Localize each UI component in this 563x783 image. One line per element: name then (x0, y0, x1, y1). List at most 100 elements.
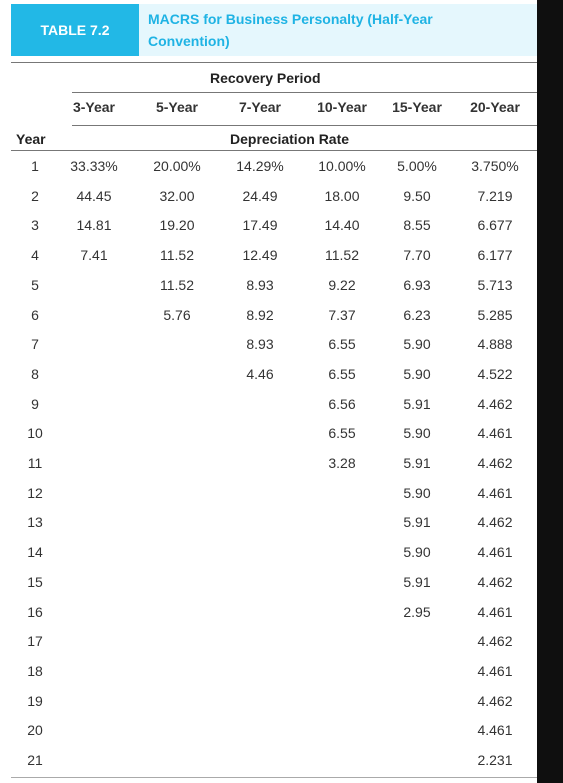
rate-cell: 6.93 (403, 276, 431, 293)
rate-cell: 4.522 (477, 365, 513, 382)
column-header-6: 20-Year (470, 99, 520, 115)
rate-cell: 6.55 (328, 336, 356, 353)
rate-cell: 5.713 (477, 276, 513, 293)
rate-cell: 24.49 (242, 187, 278, 204)
column-header-5: 15-Year (392, 99, 442, 115)
rate-cell: 33.33% (70, 158, 118, 174)
rate-cell: 4.888 (477, 336, 513, 353)
rate-cell: 8.93 (246, 336, 274, 353)
year-label: 2 (31, 187, 39, 204)
rate-cell: 11.52 (160, 247, 194, 264)
rate-cell: 4.462 (477, 395, 513, 412)
column-header-rule (72, 125, 537, 126)
rate-cell: 7.41 (80, 247, 108, 264)
year-label: 10 (27, 425, 43, 442)
rate-cell: 4.461 (477, 662, 513, 679)
year-label: 21 (27, 752, 43, 768)
rate-cell: 4.46 (246, 365, 274, 382)
macrs-table-page: TABLE 7.2 MACRS for Business Personalty … (0, 0, 537, 783)
rate-cell: 6.55 (328, 425, 356, 442)
bottom-rule (11, 777, 537, 778)
year-label: 12 (27, 484, 43, 501)
rate-cell: 9.50 (403, 187, 431, 204)
column-header-4: 10-Year (317, 99, 367, 115)
rate-cell: 5.285 (477, 306, 513, 323)
year-label: 15 (27, 573, 43, 590)
rate-cell: 8.92 (246, 306, 274, 323)
year-label: 8 (31, 365, 39, 382)
rate-cell: 14.81 (76, 217, 112, 234)
rate-cell: 4.462 (477, 455, 513, 471)
year-label: 17 (27, 633, 43, 650)
year-label: 16 (27, 603, 43, 620)
top-rule (11, 62, 537, 63)
year-label: 3 (31, 217, 39, 234)
rate-cell: 3.750% (471, 158, 519, 174)
table-number-label: TABLE 7.2 (11, 4, 139, 56)
rate-cell: 7.37 (328, 306, 356, 323)
rate-cell: 20.00% (153, 158, 201, 174)
rate-cell: 11.52 (325, 247, 359, 264)
year-label: 14 (27, 544, 43, 561)
rate-cell: 18.00 (324, 187, 360, 204)
column-header-1: 3-Year (72, 99, 116, 115)
rate-cell: 5.90 (403, 484, 431, 501)
rate-cell: 4.461 (477, 425, 513, 442)
rate-cell: 12.49 (242, 247, 278, 264)
depreciation-rate-header: Depreciation Rate (230, 131, 350, 147)
rate-cell: 6.55 (328, 365, 356, 382)
year-label: 7 (31, 336, 39, 353)
rate-cell: 6.177 (477, 247, 513, 264)
rate-cell: 5.90 (403, 365, 431, 382)
rate-cell: 2.95 (403, 603, 431, 620)
rate-cell: 5.91 (403, 573, 431, 590)
rate-cell: 7.219 (477, 187, 513, 204)
rate-cell: 8.93 (246, 276, 274, 293)
rate-cell: 5.90 (403, 425, 431, 442)
rate-cell: 4.461 (477, 722, 513, 739)
rate-cell: 14.40 (324, 217, 360, 234)
year-label: 5 (31, 276, 39, 293)
column-header-3: 7-Year (238, 99, 282, 115)
rate-cell: 4.461 (477, 544, 513, 561)
year-label: 4 (31, 247, 39, 264)
rate-cell: 5.76 (163, 306, 191, 323)
rate-cell: 4.461 (477, 484, 513, 501)
rate-cell: 2.231 (477, 752, 513, 768)
rate-cell: 4.462 (477, 692, 513, 709)
rate-cell: 5.91 (403, 395, 431, 412)
rate-header-rule (11, 150, 537, 151)
group-header-rule (72, 92, 537, 93)
rate-cell: 6.23 (403, 306, 431, 323)
rate-cell: 10.00% (318, 158, 366, 174)
table-title: MACRS for Business Personalty (Half-Year… (148, 11, 433, 49)
rate-cell: 8.55 (403, 217, 431, 234)
rate-cell: 4.462 (477, 633, 513, 650)
rate-cell: 4.462 (477, 514, 513, 531)
rate-cell: 11.52 (160, 276, 194, 293)
recovery-period-header: Recovery Period (210, 70, 321, 86)
year-label: 11 (27, 455, 43, 471)
rate-cell: 5.00% (397, 158, 437, 174)
year-label: 20 (27, 722, 43, 739)
table-header: TABLE 7.2 MACRS for Business Personalty … (0, 0, 537, 60)
rate-cell: 17.49 (242, 217, 278, 234)
rate-cell: 4.461 (477, 603, 513, 620)
rate-cell: 3.28 (328, 455, 356, 471)
column-header-2: 5-Year (155, 99, 199, 115)
rate-cell: 44.45 (76, 187, 112, 204)
rate-cell: 5.91 (403, 455, 431, 471)
rate-cell: 6.677 (477, 217, 513, 234)
rate-cell: 14.29% (236, 158, 284, 174)
rate-cell: 32.00 (159, 187, 195, 204)
rate-cell: 7.70 (403, 247, 431, 264)
year-label: 13 (27, 514, 43, 531)
rate-cell: 19.20 (159, 217, 195, 234)
rate-cell: 5.90 (403, 336, 431, 353)
rate-cell: 4.462 (477, 573, 513, 590)
year-label: 1 (31, 158, 39, 174)
year-label: 9 (31, 395, 39, 412)
year-label: 19 (27, 692, 43, 709)
rate-cell: 6.56 (328, 395, 356, 412)
year-header: Year (16, 131, 46, 147)
